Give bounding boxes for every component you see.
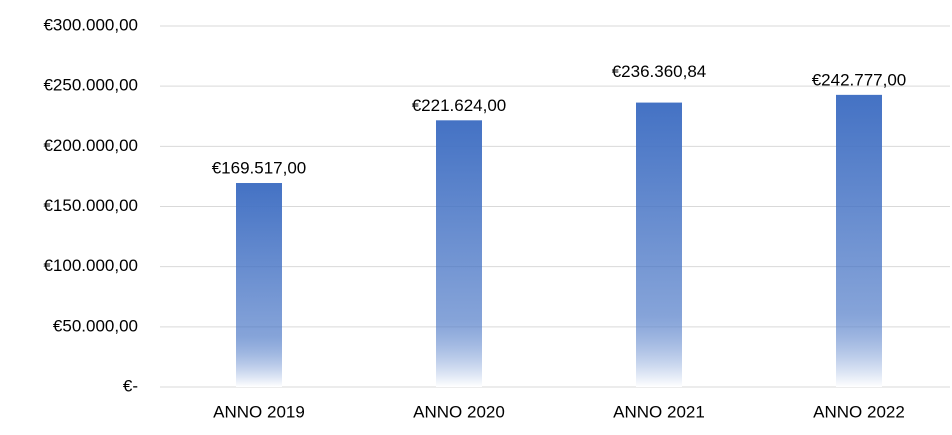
y-tick-label: €250.000,00 bbox=[43, 76, 138, 95]
y-tick-label: €150.000,00 bbox=[43, 196, 138, 215]
bar bbox=[636, 102, 682, 387]
data-label: €236.360,84 bbox=[612, 62, 707, 81]
data-label: €169.517,00 bbox=[212, 158, 307, 177]
y-tick-label: €200.000,00 bbox=[43, 136, 138, 155]
x-tick-label: ANNO 2020 bbox=[413, 402, 505, 421]
bar bbox=[836, 94, 882, 388]
y-tick-label: €- bbox=[123, 376, 138, 395]
y-tick-label: €50.000,00 bbox=[53, 316, 138, 335]
x-tick-label: ANNO 2019 bbox=[213, 402, 305, 421]
x-tick-label: ANNO 2022 bbox=[813, 402, 905, 421]
x-tick-label: ANNO 2021 bbox=[613, 402, 705, 421]
data-label: €242.777,00 bbox=[812, 70, 907, 89]
y-tick-label: €300.000,00 bbox=[43, 15, 138, 34]
y-tick-label: €100.000,00 bbox=[43, 256, 138, 275]
bar bbox=[436, 120, 482, 388]
bar bbox=[236, 183, 282, 387]
data-label: €221.624,00 bbox=[412, 96, 507, 115]
